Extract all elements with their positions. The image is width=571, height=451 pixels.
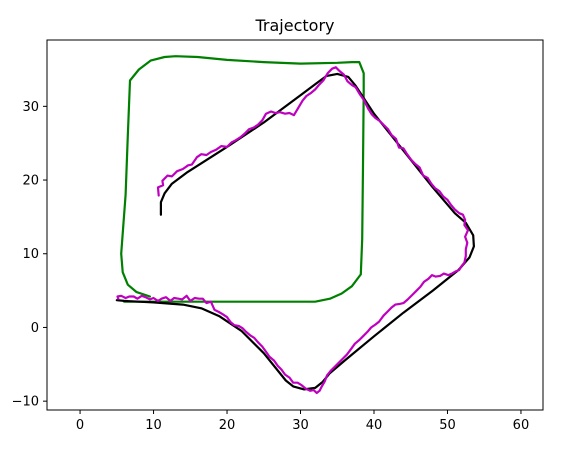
x-tick-label: 50 (439, 418, 456, 433)
x-tick-label: 30 (292, 418, 309, 433)
x-tick-label: 20 (219, 418, 236, 433)
x-tick-label: 60 (513, 418, 530, 433)
y-tick-label: −10 (12, 395, 39, 410)
series-layer (115, 55, 475, 395)
chart-title: Trajectory (255, 16, 335, 35)
plot-frame (46, 39, 544, 411)
x-tick-label: 40 (366, 418, 383, 433)
series-line-1 (115, 72, 475, 391)
x-tick-label: 0 (76, 418, 84, 433)
y-tick-label: 30 (22, 100, 39, 115)
series-line-2 (116, 66, 470, 395)
series-line-0 (120, 55, 365, 303)
axes-layer: 0 10 20 30 40 50 60 −10 0 10 20 30 (12, 39, 544, 433)
y-tick-label: 0 (31, 321, 39, 336)
x-tick-label: 10 (145, 418, 162, 433)
y-tick-label: 20 (22, 174, 39, 189)
y-tick-label: 10 (22, 247, 39, 262)
